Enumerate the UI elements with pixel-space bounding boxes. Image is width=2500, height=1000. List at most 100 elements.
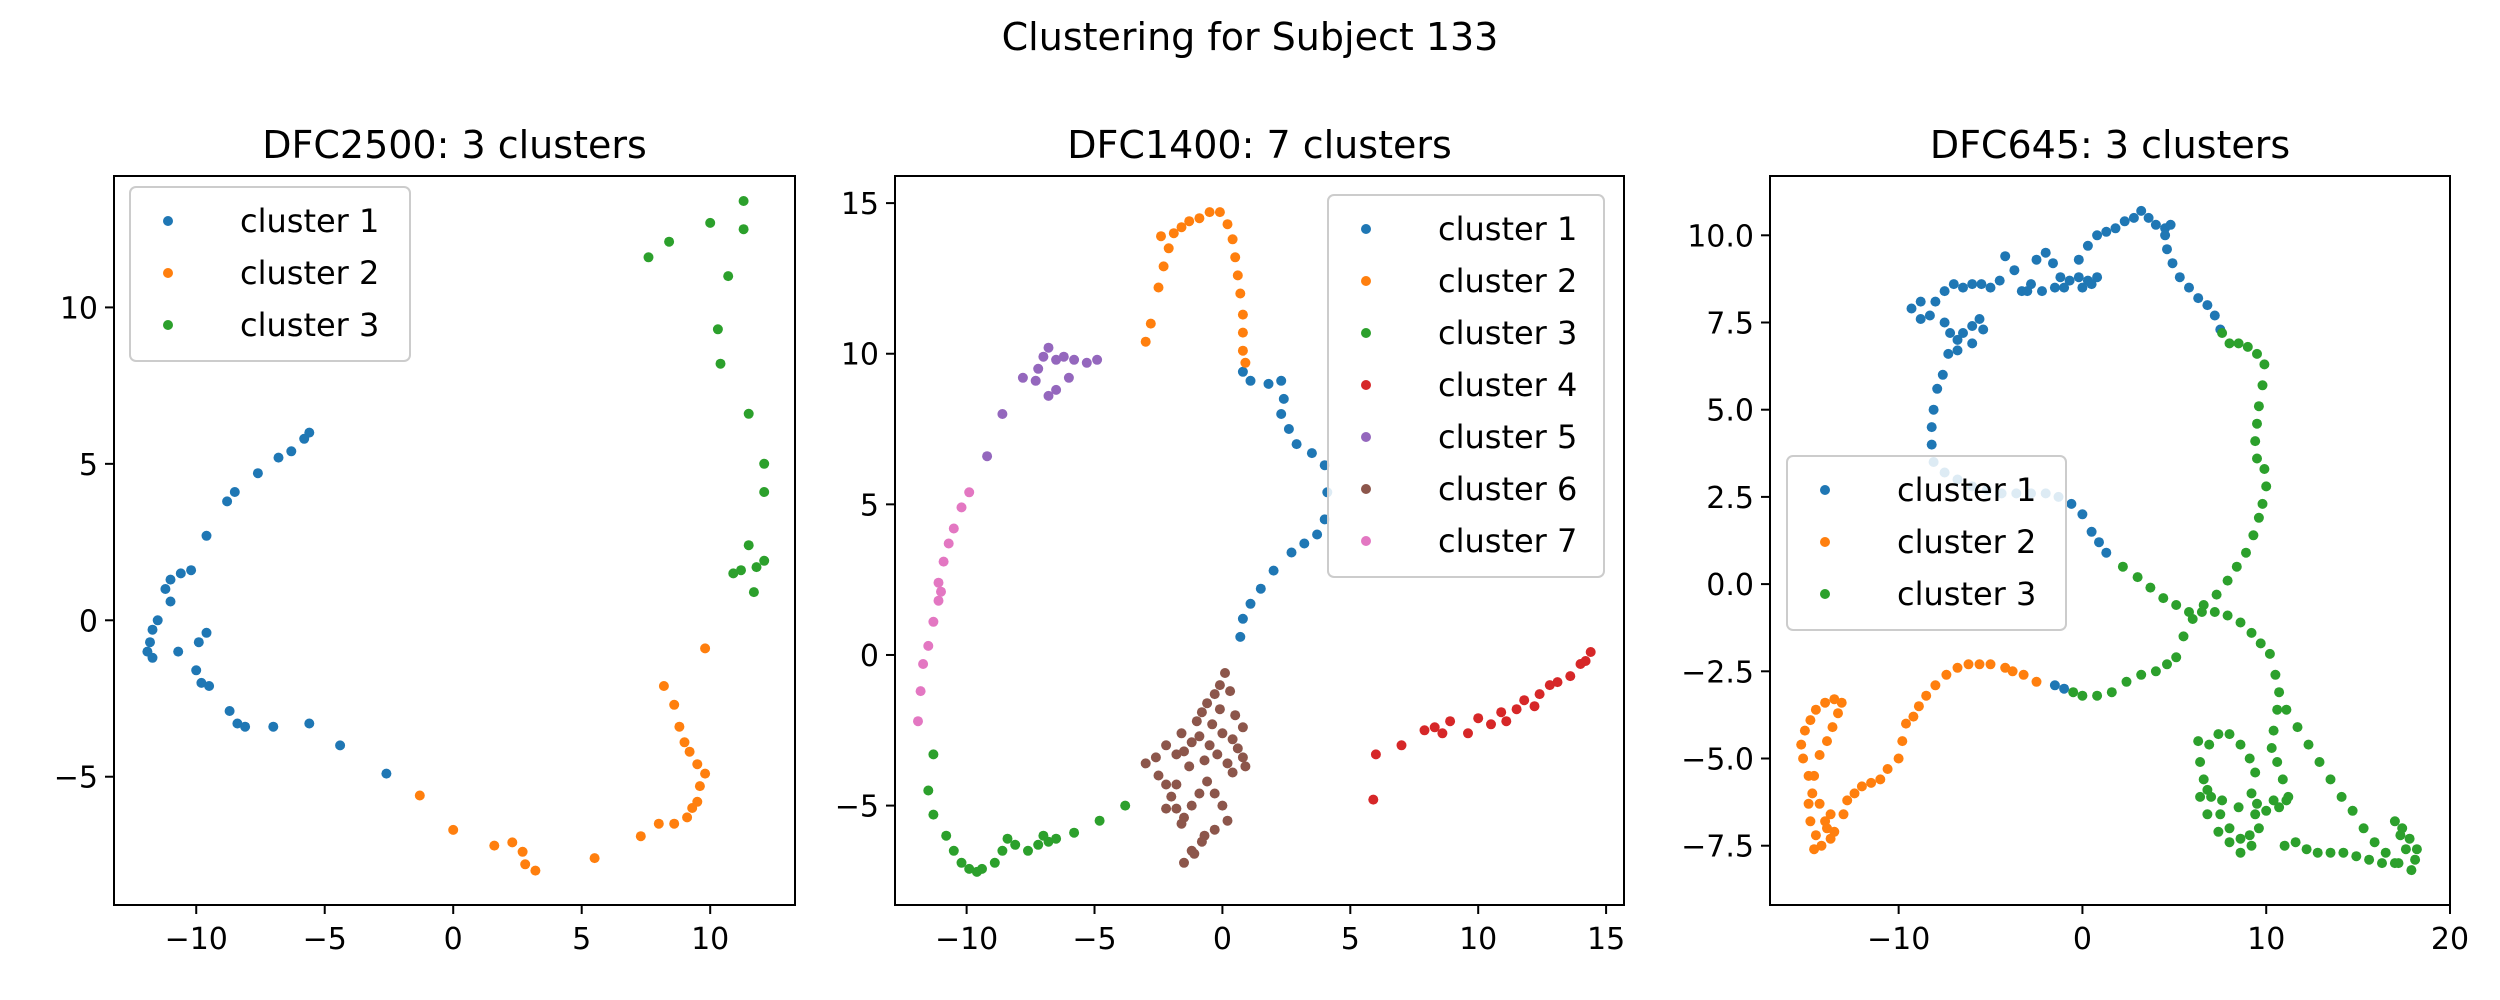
- data-point: [743, 540, 754, 551]
- data-point: [2301, 844, 2312, 855]
- data-point: [2049, 282, 2060, 293]
- data-point: [304, 718, 315, 729]
- data-point: [1051, 384, 1062, 395]
- data-point: [2193, 293, 2204, 304]
- data-point: [1245, 598, 1256, 609]
- data-point: [1186, 737, 1197, 748]
- data-point: [1814, 750, 1825, 760]
- legend-marker: [1820, 537, 1830, 547]
- data-point: [635, 831, 646, 842]
- data-point: [913, 716, 923, 727]
- data-point: [1836, 697, 1847, 708]
- data-point: [948, 523, 959, 534]
- data-point: [1002, 833, 1013, 844]
- data-point: [700, 643, 711, 654]
- y-tick-label: 10: [841, 338, 879, 373]
- data-point: [2241, 547, 2251, 558]
- data-point: [2092, 272, 2103, 283]
- data-point: [1875, 774, 1886, 785]
- data-point: [2253, 823, 2264, 834]
- series-4: [1368, 647, 1596, 805]
- data-point: [1803, 798, 1814, 809]
- data-point: [2150, 666, 2161, 677]
- data-point: [2272, 704, 2283, 715]
- data-point: [1120, 800, 1131, 811]
- data-point: [1230, 710, 1241, 721]
- legend: cluster 1 cluster 2 cluster 3 cluster 4 clus…: [1327, 194, 1605, 578]
- data-point: [1209, 788, 1220, 799]
- axes-frame: [894, 175, 1625, 906]
- subplots: DFC2500: 3 clusters −10 −5 0 5 10 −5 0 5 10 cluste…: [54, 123, 2469, 957]
- data-point: [589, 853, 600, 864]
- data-point: [1278, 393, 1289, 404]
- data-point: [759, 555, 770, 566]
- data-point: [201, 627, 212, 638]
- data-point: [948, 845, 959, 856]
- data-point: [1069, 354, 1080, 365]
- data-point: [1245, 375, 1256, 386]
- data-point: [2380, 847, 2391, 858]
- data-point: [1820, 697, 1831, 708]
- data-point: [2277, 774, 2288, 785]
- data-point: [2136, 205, 2147, 216]
- data-point: [2162, 659, 2172, 670]
- data-point: [2338, 847, 2349, 858]
- data-point: [160, 584, 171, 594]
- data-point: [743, 408, 754, 419]
- legend-marker: [1361, 224, 1371, 234]
- data-point: [1580, 656, 1591, 666]
- data-point: [1232, 743, 1243, 754]
- data-point: [2092, 230, 2103, 241]
- data-point: [1967, 321, 1978, 331]
- legend-label: cluster 7: [1438, 522, 1577, 560]
- series-6: [1140, 668, 1251, 868]
- data-point: [2117, 561, 2128, 572]
- data-point: [1810, 704, 1821, 715]
- data-point: [1534, 689, 1545, 700]
- data-point: [2279, 840, 2290, 851]
- data-point: [175, 568, 186, 579]
- data-point: [1176, 818, 1187, 829]
- data-point: [1153, 770, 1164, 781]
- series-1: [1235, 366, 1333, 642]
- data-point: [2101, 226, 2112, 237]
- data-point: [165, 596, 176, 607]
- data-point: [2018, 669, 2029, 680]
- series-1: [1906, 205, 2226, 694]
- data-point: [201, 530, 212, 541]
- data-point: [1214, 680, 1225, 691]
- data-point: [2204, 739, 2215, 750]
- data-point: [2235, 847, 2246, 858]
- data-point: [1924, 310, 1935, 321]
- data-point: [2253, 401, 2264, 412]
- x-tick-label: −10: [1867, 922, 1930, 957]
- data-point: [1227, 734, 1238, 745]
- data-point: [2048, 258, 2058, 269]
- data-point: [1893, 753, 1904, 764]
- data-point: [2351, 851, 2362, 862]
- scatter-points: [913, 207, 1596, 877]
- data-point: [1043, 390, 1054, 401]
- data-point: [2244, 753, 2255, 764]
- data-point: [1237, 327, 1248, 338]
- x-tick-label: 0: [2073, 922, 2092, 957]
- data-point: [715, 358, 726, 369]
- data-point: [1150, 752, 1161, 763]
- data-point: [2059, 282, 2070, 293]
- data-point: [1184, 216, 1195, 227]
- data-point: [1214, 207, 1225, 218]
- data-point: [1974, 659, 1985, 670]
- data-point: [2404, 833, 2415, 844]
- scatter-points: [142, 196, 770, 876]
- data-point: [232, 718, 243, 729]
- data-point: [1184, 761, 1195, 772]
- data-point: [1501, 716, 1512, 727]
- data-point: [1544, 680, 1555, 691]
- data-point: [2314, 757, 2325, 767]
- y-tick-label: −5.0: [1681, 743, 1754, 778]
- subplot-1: DFC2500: 3 clusters −10 −5 0 5 10 −5 0 5 10 cluste…: [54, 123, 796, 957]
- data-point: [1220, 668, 1230, 678]
- data-point: [941, 830, 952, 841]
- data-point: [2261, 481, 2272, 492]
- data-point: [1370, 749, 1381, 760]
